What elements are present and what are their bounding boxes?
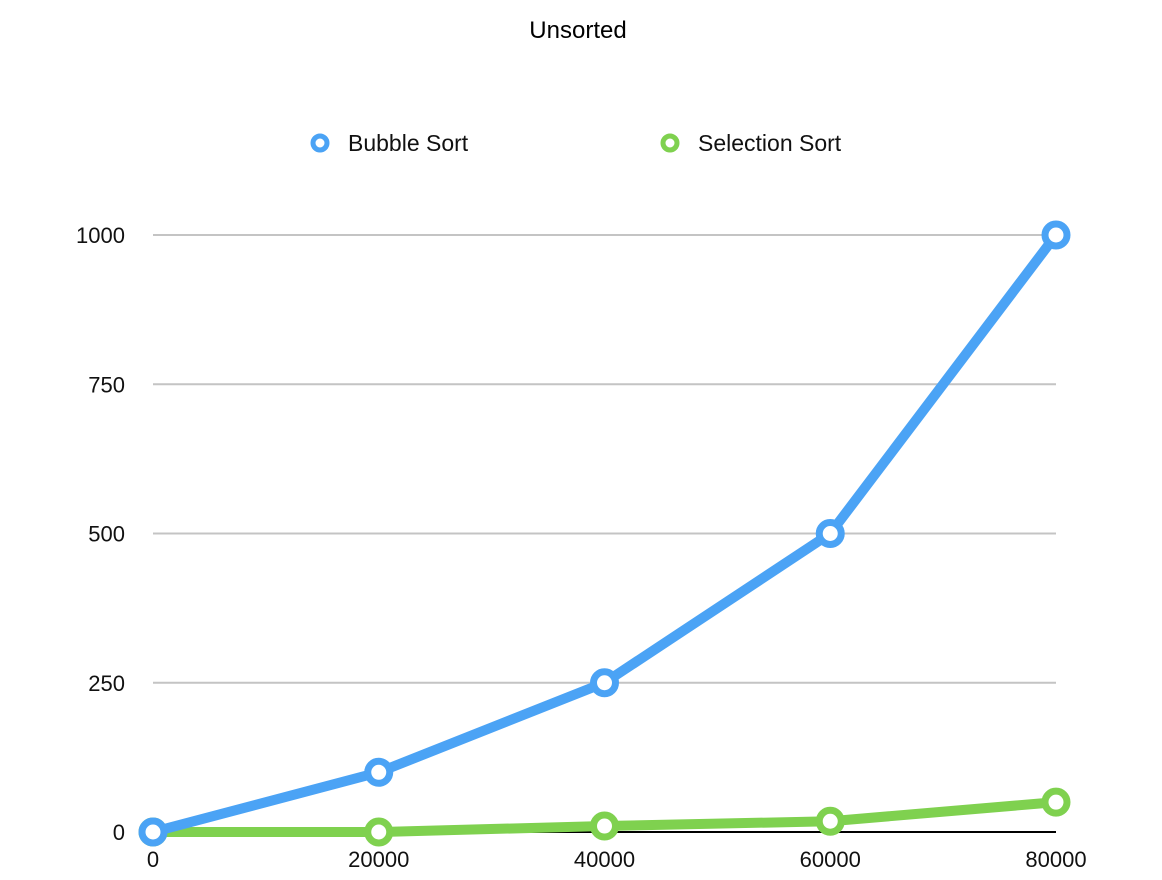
legend-label-bubble-sort: Bubble Sort — [348, 130, 469, 156]
x-tick-label-80000: 80000 — [1025, 847, 1086, 872]
point-selection-sort-60000 — [815, 806, 845, 836]
y-tick-label-750: 750 — [88, 372, 125, 397]
legend-item-selection-sort: Selection Sort — [660, 130, 842, 156]
legend-item-bubble-sort: Bubble Sort — [310, 130, 469, 156]
point-selection-sort-40000 — [590, 811, 619, 841]
y-tick-label-1000: 1000 — [76, 223, 125, 248]
point-selection-sort-80000 — [1041, 787, 1071, 817]
point-bubble-sort-40000 — [590, 668, 619, 698]
y-tick-label-0: 0 — [113, 820, 125, 845]
point-bubble-sort-80000 — [1041, 220, 1071, 250]
x-tick-label-0: 0 — [147, 847, 159, 872]
legend-label-selection-sort: Selection Sort — [698, 130, 842, 156]
legend-marker-selection-sort — [660, 133, 680, 153]
chart-title: Unsorted — [529, 17, 626, 44]
point-bubble-sort-0 — [138, 817, 168, 847]
x-axis: 0 20000 40000 60000 80000 — [147, 831, 1087, 872]
x-tick-label-40000: 40000 — [574, 847, 635, 872]
point-bubble-sort-20000 — [364, 757, 394, 787]
y-tick-label-250: 250 — [88, 671, 125, 696]
gridlines — [153, 234, 1056, 684]
x-tick-label-60000: 60000 — [800, 847, 861, 872]
y-axis: 0 250 500 750 1000 — [76, 223, 125, 845]
series-layer — [138, 220, 1071, 847]
point-bubble-sort-60000 — [815, 519, 845, 548]
y-tick-label-500: 500 — [88, 522, 125, 547]
legend: Bubble Sort Selection Sort — [310, 130, 842, 156]
x-tick-label-20000: 20000 — [348, 847, 409, 872]
legend-marker-bubble-sort — [310, 133, 330, 153]
point-selection-sort-20000 — [364, 817, 394, 847]
